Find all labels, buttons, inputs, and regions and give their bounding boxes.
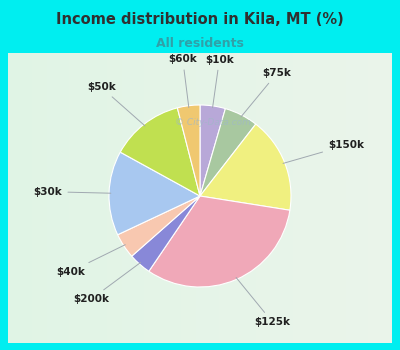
Text: $75k: $75k (241, 68, 291, 117)
Text: $60k: $60k (168, 54, 197, 107)
Wedge shape (177, 105, 200, 196)
Text: $50k: $50k (87, 82, 145, 126)
Text: Income distribution in Kila, MT (%): Income distribution in Kila, MT (%) (56, 12, 344, 27)
Wedge shape (200, 105, 225, 196)
Text: $10k: $10k (205, 55, 234, 108)
Wedge shape (132, 196, 200, 271)
Wedge shape (200, 124, 291, 210)
Text: $150k: $150k (283, 140, 364, 163)
Wedge shape (120, 108, 200, 196)
Text: © City-Data.com: © City-Data.com (175, 118, 251, 127)
Wedge shape (109, 152, 200, 235)
Text: $125k: $125k (236, 278, 291, 327)
Text: All residents: All residents (156, 37, 244, 50)
Text: $40k: $40k (56, 245, 125, 276)
Wedge shape (200, 108, 256, 196)
Wedge shape (118, 196, 200, 256)
Text: $200k: $200k (73, 262, 140, 304)
Text: $30k: $30k (34, 187, 111, 197)
Wedge shape (149, 196, 290, 287)
